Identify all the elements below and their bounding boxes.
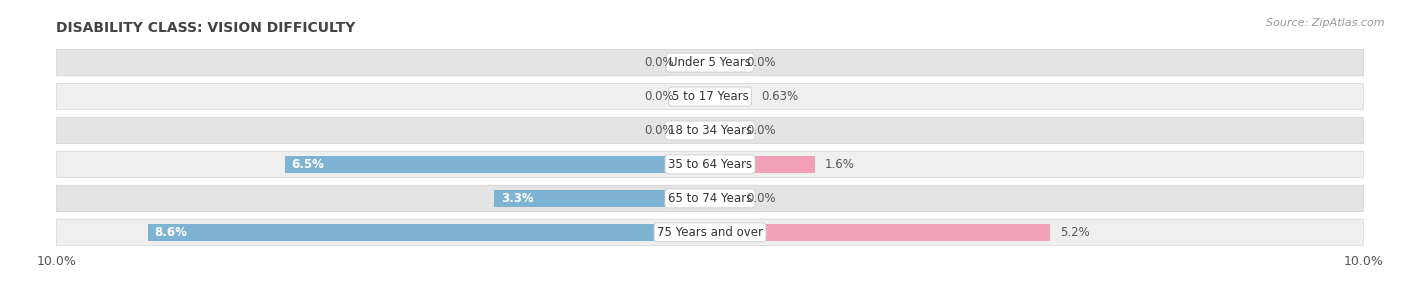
Text: 75 Years and over: 75 Years and over xyxy=(657,226,763,239)
Bar xyxy=(148,224,710,241)
Text: 65 to 74 Years: 65 to 74 Years xyxy=(668,192,752,205)
Text: 3.3%: 3.3% xyxy=(501,192,533,205)
Text: 6.5%: 6.5% xyxy=(291,158,325,171)
Text: DISABILITY CLASS: VISION DIFFICULTY: DISABILITY CLASS: VISION DIFFICULTY xyxy=(56,21,356,35)
Bar xyxy=(690,122,710,139)
Text: 0.0%: 0.0% xyxy=(747,56,776,69)
Text: Under 5 Years: Under 5 Years xyxy=(669,56,751,69)
Text: 1.6%: 1.6% xyxy=(824,158,855,171)
Text: 0.63%: 0.63% xyxy=(761,90,799,103)
Bar xyxy=(710,156,814,173)
Text: Source: ZipAtlas.com: Source: ZipAtlas.com xyxy=(1267,18,1385,28)
Bar xyxy=(690,88,710,105)
Bar xyxy=(710,88,751,105)
Bar xyxy=(710,190,730,207)
Bar xyxy=(690,54,710,71)
Text: 0.0%: 0.0% xyxy=(644,124,673,137)
Bar xyxy=(285,156,710,173)
Bar xyxy=(710,54,730,71)
FancyBboxPatch shape xyxy=(56,219,1364,246)
Bar xyxy=(710,122,730,139)
FancyBboxPatch shape xyxy=(56,49,1364,76)
Text: 18 to 34 Years: 18 to 34 Years xyxy=(668,124,752,137)
Text: 0.0%: 0.0% xyxy=(644,90,673,103)
FancyBboxPatch shape xyxy=(56,83,1364,110)
FancyBboxPatch shape xyxy=(56,185,1364,212)
Text: 5.2%: 5.2% xyxy=(1060,226,1090,239)
Text: 0.0%: 0.0% xyxy=(644,56,673,69)
Text: 0.0%: 0.0% xyxy=(747,192,776,205)
Text: 8.6%: 8.6% xyxy=(155,226,187,239)
Bar xyxy=(710,224,1050,241)
Bar xyxy=(495,190,710,207)
FancyBboxPatch shape xyxy=(56,117,1364,144)
Text: 0.0%: 0.0% xyxy=(747,124,776,137)
Text: 35 to 64 Years: 35 to 64 Years xyxy=(668,158,752,171)
Text: 5 to 17 Years: 5 to 17 Years xyxy=(672,90,748,103)
FancyBboxPatch shape xyxy=(56,151,1364,178)
